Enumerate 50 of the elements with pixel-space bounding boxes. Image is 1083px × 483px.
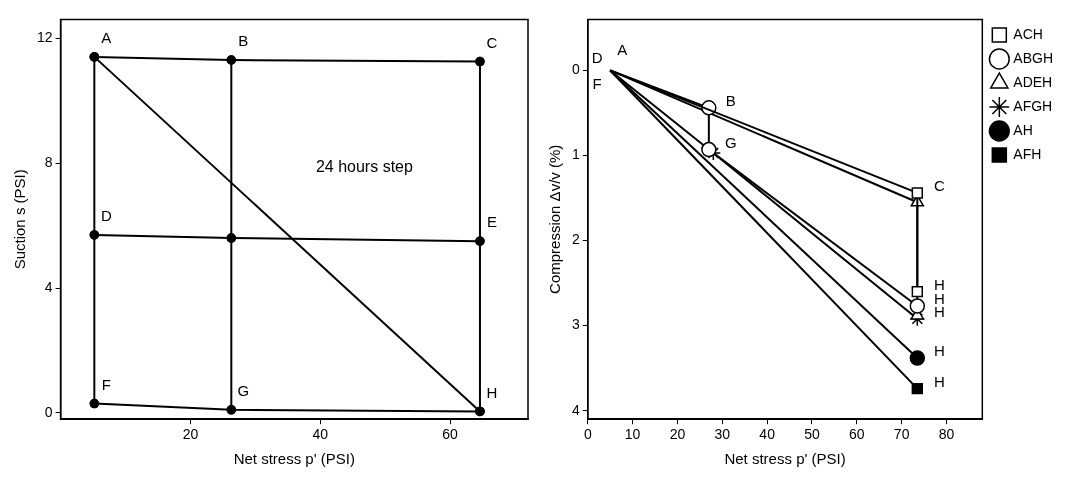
annotation: A (617, 40, 628, 58)
y-tick-label: 0 (571, 61, 580, 78)
legend-label: ADEH (1013, 73, 1053, 90)
x-tick-label: 70 (893, 426, 910, 443)
annotation: A (101, 29, 112, 47)
y-tick-label: 0 (44, 403, 53, 420)
y-tick-label: 4 (44, 278, 53, 295)
x-axis-title: Net stress p' (PSI) (724, 450, 846, 468)
x-tick-label: 20 (669, 426, 686, 443)
y-tick-label: 1 (571, 146, 580, 163)
annotation: H (933, 342, 945, 360)
x-tick-label: 80 (938, 426, 955, 443)
annotation: G (237, 381, 250, 399)
x-tick-label: 10 (624, 426, 641, 443)
y-axis-title: Suction s (PSI) (11, 169, 29, 270)
y-axis-title: Compression Δv/v (%) (546, 144, 564, 294)
x-tick-label: 20 (182, 426, 199, 443)
legend-label: AFH (1013, 145, 1042, 162)
annotation: H (486, 383, 498, 401)
x-tick-label: 30 (714, 426, 731, 443)
y-tick-label: 3 (571, 316, 580, 333)
annotation: B (238, 32, 249, 50)
y-tick-label: 2 (571, 231, 580, 248)
annotation: B (725, 92, 736, 110)
annotation: 24 hours step (315, 157, 413, 175)
annotation: G (725, 133, 737, 151)
annotation: F (592, 74, 602, 92)
annotation: H (933, 372, 945, 390)
annotation: C (486, 33, 498, 51)
x-tick-label: 50 (804, 426, 820, 443)
annotation: F (101, 375, 111, 393)
y-tick-label: 12 (36, 29, 53, 45)
legend-label: ACH (1013, 25, 1043, 42)
x-tick-label: 60 (442, 426, 459, 443)
x-tick-label: 0 (583, 426, 592, 443)
annotation: H (933, 275, 945, 293)
legend-label: ABGH (1013, 49, 1054, 66)
annotation: H (933, 290, 945, 308)
x-tick-label: 40 (312, 426, 329, 443)
annotation: D (591, 48, 603, 66)
x-tick-label: 40 (759, 426, 776, 443)
annotation: E (486, 213, 497, 231)
legend-label: AFGH (1013, 97, 1053, 114)
annotation: D (100, 207, 112, 225)
y-tick-label: 8 (44, 153, 53, 170)
x-tick-label: 60 (849, 426, 865, 443)
annotation: C (933, 177, 945, 195)
x-axis-title: Net stress p' (PSI) (233, 450, 355, 468)
legend-label: AH (1013, 121, 1033, 138)
y-tick-label: 4 (571, 401, 580, 418)
